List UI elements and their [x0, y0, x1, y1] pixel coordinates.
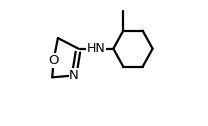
- Text: HN: HN: [87, 42, 105, 55]
- Text: N: N: [69, 69, 79, 82]
- Text: O: O: [48, 54, 59, 67]
